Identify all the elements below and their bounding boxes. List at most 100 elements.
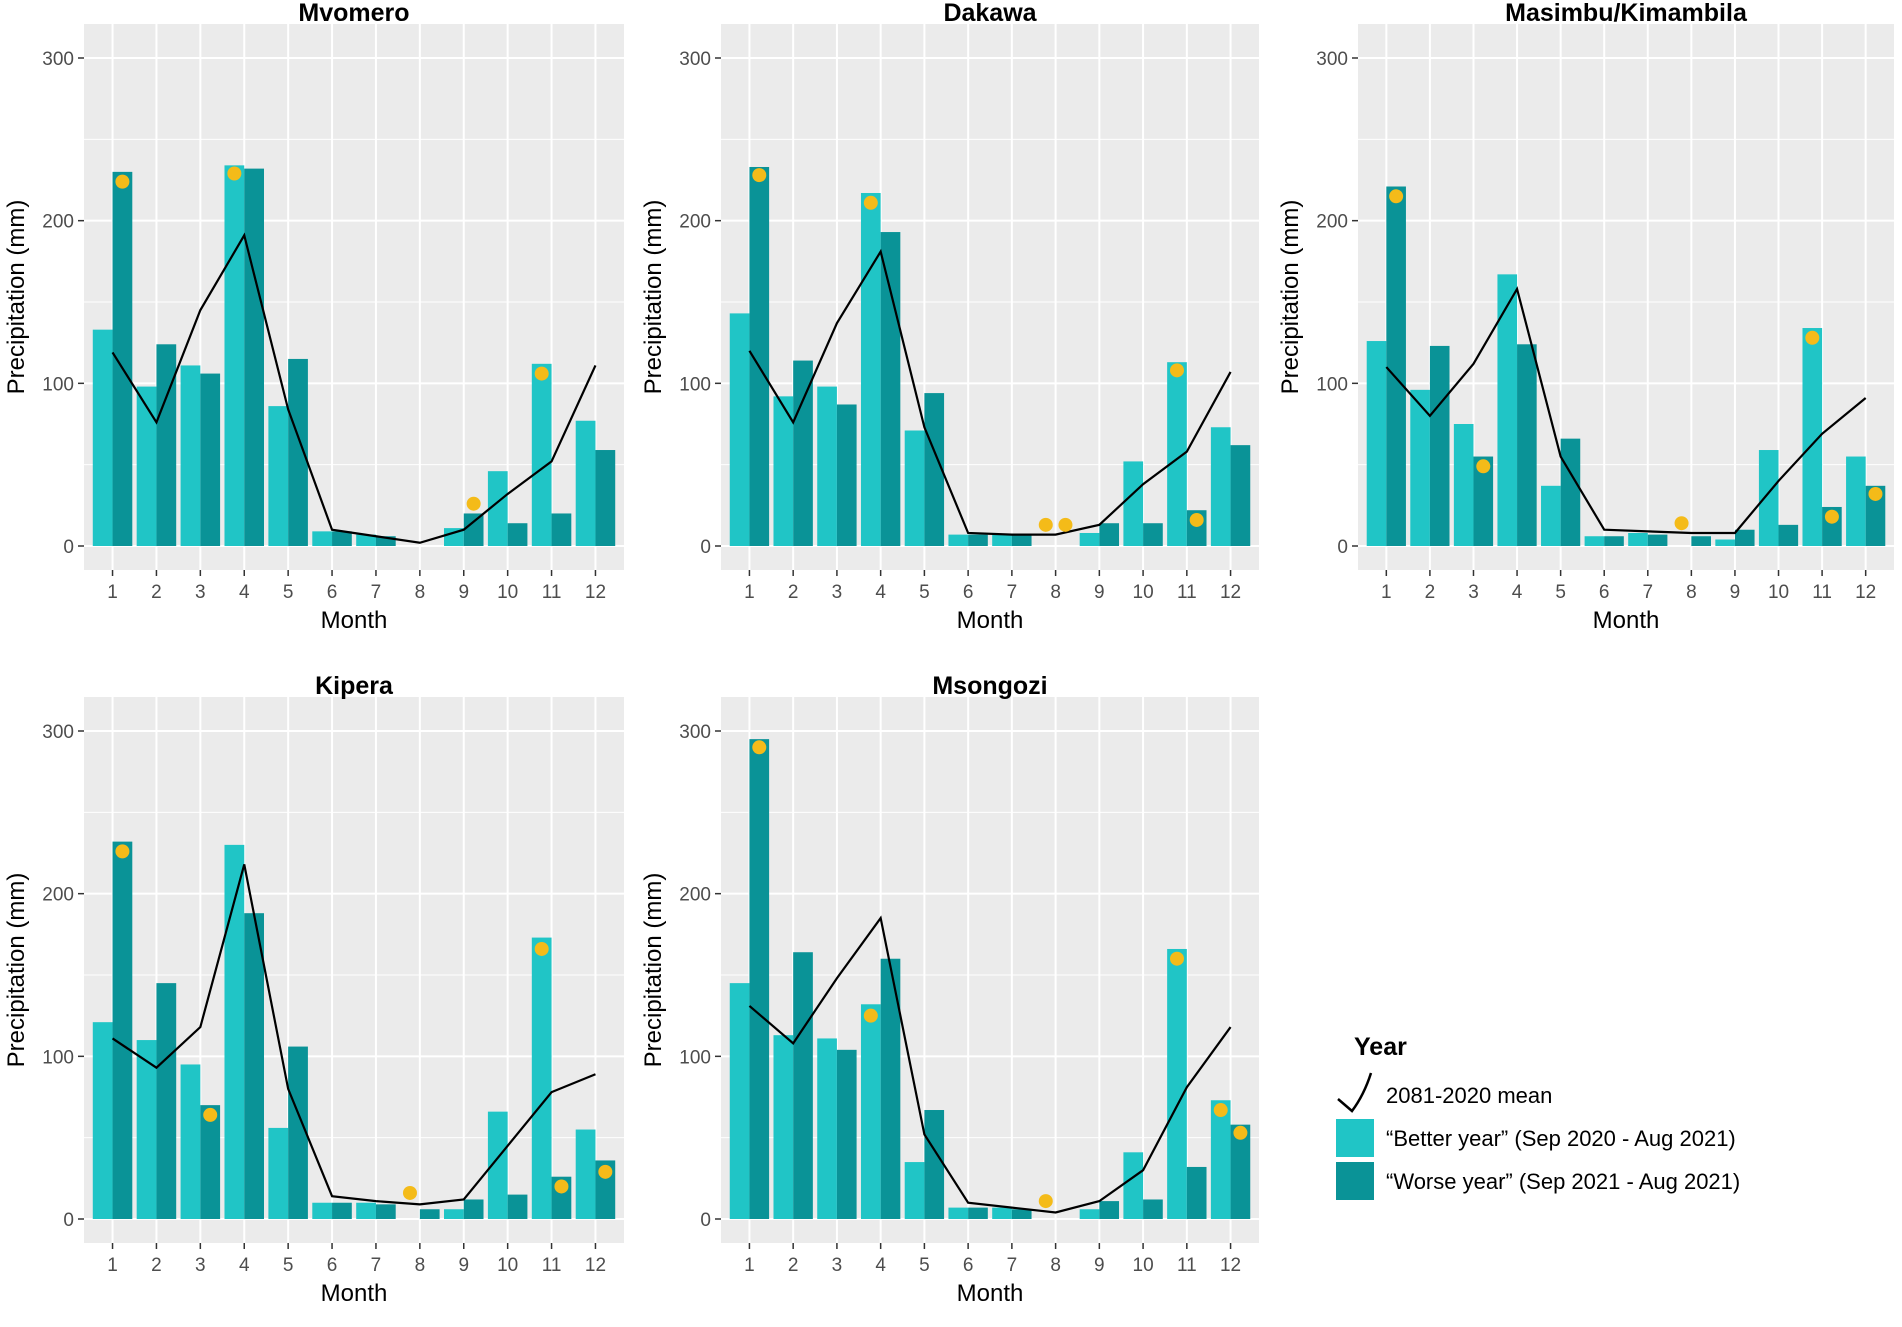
- highlight-dot-month-9: [466, 496, 481, 511]
- x-tick-label: 3: [1468, 582, 1479, 603]
- highlight-dot-month-11: [534, 941, 549, 956]
- bar-worse-month-4: [880, 958, 901, 1219]
- bar-better-month-3: [817, 1038, 837, 1219]
- x-tick-label: 2: [1425, 582, 1436, 603]
- x-tick-label: 12: [585, 1255, 606, 1276]
- y-axis-title: Precipitation (mm): [3, 873, 30, 1068]
- x-tick-label: 10: [1133, 1255, 1154, 1276]
- bar-better-month-5: [904, 1162, 925, 1219]
- y-tick-label: 200: [679, 885, 711, 906]
- bar-better-month-12: [1846, 456, 1866, 546]
- x-tick-label: 5: [283, 1255, 294, 1276]
- x-tick-label: 11: [542, 582, 562, 603]
- legend-title: Year: [1354, 1033, 1407, 1061]
- x-tick-label: 1: [744, 1255, 755, 1276]
- panel-title: Mvomero: [298, 0, 409, 27]
- y-tick-label: 100: [42, 1047, 74, 1068]
- x-tick-label: 8: [415, 1255, 426, 1276]
- bar-better-month-4: [224, 165, 245, 547]
- bar-better-month-7: [356, 534, 376, 546]
- legend-key-better: [1336, 1119, 1374, 1157]
- bar-worse-month-1: [112, 841, 133, 1219]
- highlight-dot-month-4: [863, 1008, 878, 1023]
- highlight-dot-month-8: [1674, 516, 1689, 531]
- y-axis-title: Precipitation (mm): [1277, 200, 1304, 395]
- highlight-dot-month-12: [1868, 486, 1883, 501]
- bar-better-month-9: [444, 1209, 464, 1219]
- x-tick-label: 4: [875, 582, 886, 603]
- bar-worse-month-4: [244, 168, 264, 546]
- legend-key-worse: [1336, 1162, 1374, 1200]
- bar-better-month-5: [268, 1127, 289, 1219]
- x-tick-label: 5: [1555, 582, 1566, 603]
- x-tick-label: 7: [1007, 582, 1018, 603]
- x-tick-label: 1: [744, 582, 755, 603]
- panel-title: Masimbu/Kimambila: [1505, 0, 1748, 27]
- x-axis-title: Month: [957, 1280, 1024, 1307]
- bar-better-month-12: [575, 1129, 596, 1219]
- bar-better-month-3: [817, 386, 837, 546]
- highlight-dot-month-8: [1058, 517, 1073, 532]
- mean-line: [111, 232, 597, 544]
- bar-worse-month-6: [332, 1202, 352, 1219]
- x-tick-label: 3: [195, 582, 206, 603]
- panel-title: Msongozi: [932, 672, 1047, 700]
- legend-label-better: “Better year” (Sep 2020 - Aug 2021): [1386, 1126, 1736, 1151]
- x-tick-label: 2: [788, 1255, 799, 1276]
- mean-line: [748, 915, 1232, 1214]
- highlight-dot-month-11: [1805, 330, 1820, 345]
- bar-worse-month-7: [375, 1204, 396, 1219]
- bar-better-month-6: [1584, 536, 1605, 546]
- x-tick-label: 12: [1220, 1255, 1241, 1276]
- x-tick-label: 3: [832, 582, 843, 603]
- bar-worse-month-10: [1778, 524, 1799, 546]
- bar-better-month-3: [180, 365, 201, 546]
- bar-better-month-10: [487, 471, 508, 546]
- legend-label-mean: 2081-2020 mean: [1386, 1083, 1552, 1108]
- bar-worse-month-12: [595, 450, 616, 546]
- x-axis-title: Month: [1593, 607, 1660, 634]
- bar-worse-month-3: [836, 1049, 857, 1219]
- bar-better-month-9: [1079, 1209, 1100, 1219]
- bar-worse-month-3: [1473, 456, 1494, 546]
- x-tick-label: 11: [1177, 1255, 1197, 1276]
- bar-worse-month-5: [288, 358, 308, 546]
- y-tick-label: 100: [1316, 374, 1348, 395]
- highlight-dot-month-11: [534, 366, 549, 381]
- y-tick-label: 300: [42, 722, 74, 743]
- y-axis-title: Precipitation (mm): [640, 200, 667, 395]
- bar-worse-month-6: [968, 1207, 988, 1219]
- bar-worse-month-2: [793, 952, 813, 1219]
- x-tick-label: 6: [327, 1255, 338, 1276]
- bar-worse-month-1: [1386, 186, 1406, 547]
- bar-worse-month-2: [156, 344, 177, 546]
- y-tick-label: 200: [1316, 212, 1348, 233]
- y-tick-label: 0: [700, 537, 711, 558]
- bar-worse-month-7: [375, 536, 396, 546]
- bar-better-month-9: [444, 528, 464, 546]
- bar-better-month-1: [729, 983, 750, 1219]
- y-tick-label: 200: [42, 885, 74, 906]
- x-axis-title: Month: [321, 607, 388, 634]
- x-tick-label: 12: [1855, 582, 1876, 603]
- bar-worse-month-5: [288, 1046, 308, 1219]
- x-tick-label: 10: [1768, 582, 1789, 603]
- bar-better-month-9: [1079, 532, 1100, 546]
- highlight-dot-month-8: [1038, 1194, 1053, 1209]
- x-tick-label: 10: [497, 582, 518, 603]
- y-tick-label: 0: [63, 1210, 74, 1231]
- x-tick-label: 2: [151, 1255, 162, 1276]
- legend: Year 2081-2020 mean “Better year” (Sep 202…: [1336, 1033, 1740, 1200]
- highlight-dot-month-4: [227, 166, 242, 181]
- y-tick-label: 200: [679, 212, 711, 233]
- bar-better-month-3: [180, 1064, 201, 1219]
- bar-better-month-10: [1123, 1152, 1144, 1219]
- bar-worse-month-6: [332, 531, 352, 546]
- bar-better-month-12: [575, 420, 596, 546]
- x-tick-label: 1: [107, 1255, 118, 1276]
- highlight-dot-month-11: [1189, 512, 1204, 527]
- highlight-dot-month-8: [402, 1185, 417, 1200]
- highlight-dot-month-1: [115, 174, 130, 189]
- bar-better-month-4: [860, 193, 881, 546]
- x-tick-label: 2: [788, 582, 799, 603]
